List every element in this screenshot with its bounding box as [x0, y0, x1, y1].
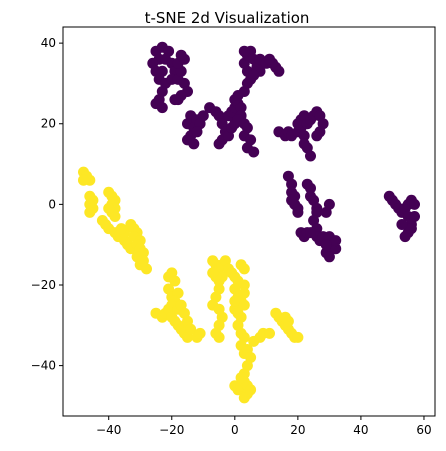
scatter-point [282, 315, 294, 327]
scatter-point [213, 138, 225, 150]
scatter-point [248, 69, 260, 81]
scatter-point [248, 146, 260, 158]
scatter-point [320, 239, 332, 251]
y-tick-label: −20 [31, 278, 56, 292]
scatter-point [330, 235, 342, 247]
scatter-point [235, 102, 247, 114]
y-axis-ticks: −40 −20 0 20 40 [31, 36, 63, 373]
scatter-point [213, 331, 225, 343]
scatter-point [238, 287, 250, 299]
x-tick-label: 60 [416, 423, 431, 437]
x-tick-label: 20 [290, 423, 305, 437]
scatter-point [238, 45, 250, 57]
scatter-point [238, 263, 250, 275]
scatter-point [188, 138, 200, 150]
scatter-point [330, 243, 342, 255]
scatter-point [238, 392, 250, 404]
x-tick-label: 0 [231, 423, 239, 437]
plot-area-frame [62, 26, 436, 417]
scatter-point [169, 94, 181, 106]
chart-title: t-SNE 2d Visualization [145, 9, 310, 27]
scatter-point [156, 102, 168, 114]
scatter-point [235, 372, 247, 384]
x-tick-label: 40 [353, 423, 368, 437]
scatter-point [264, 53, 275, 65]
scatter-point [305, 227, 316, 239]
scatter-point [292, 331, 304, 343]
scatter-point [175, 49, 187, 61]
scatter-point [323, 251, 335, 263]
scatter-point [84, 206, 96, 218]
scatter-point [305, 150, 316, 162]
y-tick-label: 20 [41, 117, 56, 131]
scatter-point [292, 206, 304, 218]
y-tick-label: −40 [31, 359, 56, 373]
scatter-point [238, 279, 250, 291]
scatter-point [185, 323, 197, 335]
scatter-point [197, 110, 209, 122]
scatter-point [191, 126, 203, 138]
scatter-point [194, 327, 206, 339]
scatter-point [399, 231, 411, 243]
scatter-point [323, 198, 335, 210]
scatter-point [103, 202, 115, 214]
x-tick-label: −40 [96, 423, 121, 437]
scatter-point [286, 178, 298, 190]
scatter-point [409, 198, 420, 210]
scatter-point [405, 223, 417, 235]
scatter-point [115, 223, 127, 235]
scatter-point [311, 130, 323, 142]
scatter-point [238, 299, 250, 311]
scatter-point [78, 174, 89, 186]
scatter-point [396, 219, 408, 230]
scatter-point [273, 65, 285, 77]
scatter-point [298, 130, 310, 142]
scatter-point [229, 295, 241, 307]
scatter-points [78, 41, 420, 404]
scatter-point [137, 255, 149, 267]
x-axis-ticks: −40 −20 0 20 40 60 [96, 416, 432, 437]
scatter-point [109, 211, 121, 222]
x-tick-label: −20 [159, 423, 184, 437]
scatter-point [286, 194, 298, 206]
scatter-point [305, 182, 316, 194]
scatter-point [207, 267, 219, 279]
scatter-point [264, 327, 275, 339]
y-tick-label: 40 [41, 36, 56, 50]
scatter-point [245, 384, 257, 396]
scatter-point [169, 275, 181, 287]
scatter-point [409, 211, 420, 222]
y-tick-label: 0 [48, 197, 56, 211]
